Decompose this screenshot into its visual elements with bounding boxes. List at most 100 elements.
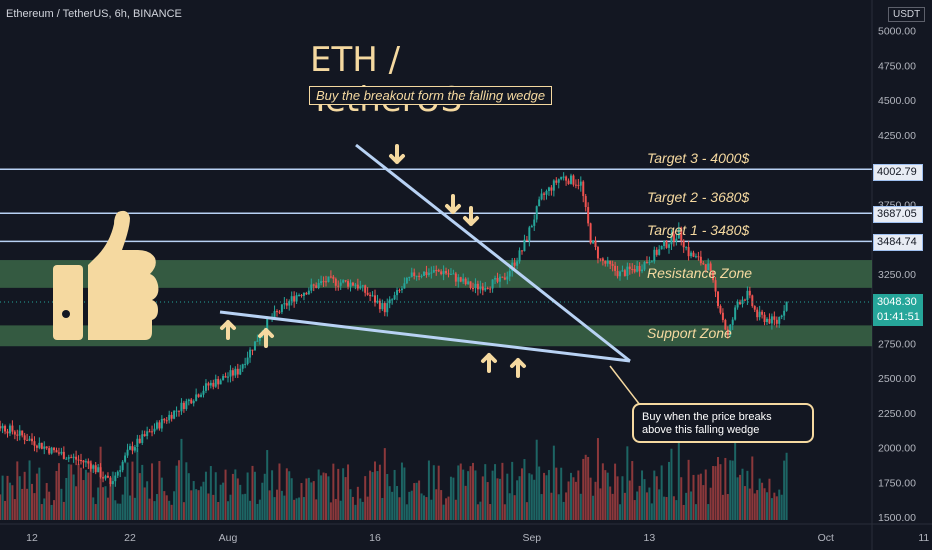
volume-bar-204: [472, 462, 474, 520]
volume-bar-213: [494, 464, 497, 520]
candle-body-259: [606, 260, 609, 264]
volume-bar-14: [6, 475, 9, 520]
volume-bar-214: [496, 478, 499, 520]
volume-bar-64: [129, 495, 131, 520]
candle-body-153: [347, 281, 350, 287]
candle-body-306: [721, 312, 724, 320]
volume-bar-132: [295, 498, 298, 520]
volume-bar-320: [756, 490, 759, 520]
candle-body-99: [214, 378, 217, 387]
y-tick-10: 1750.00: [878, 477, 916, 489]
volume-bar-235: [547, 470, 550, 520]
volume-bar-103: [224, 469, 227, 520]
volume-bar-327: [773, 492, 776, 520]
volume-bar-20: [21, 488, 24, 520]
volume-bar-240: [560, 467, 563, 520]
candle-body-326: [770, 316, 773, 324]
volume-bar-230: [535, 439, 538, 520]
candle-body-132: [295, 295, 298, 302]
candle-body-76: [158, 422, 161, 429]
volume-bar-281: [660, 465, 663, 520]
volume-bar-245: [572, 477, 575, 520]
candle-body-197: [454, 273, 457, 282]
volume-bar-111: [244, 493, 247, 520]
volume-bar-224: [521, 468, 523, 520]
candle-body-207: [479, 286, 482, 290]
candle-body-246: [574, 184, 577, 186]
candle-body-113: [249, 349, 252, 358]
target3-label: Target 3 - 4000$: [647, 150, 750, 166]
candle-body-181: [415, 275, 418, 277]
candle-body-174: [398, 290, 401, 292]
volume-bar-252: [589, 477, 592, 520]
candle-body-295: [694, 256, 697, 258]
candle-body-165: [376, 300, 379, 303]
volume-bar-161: [366, 496, 369, 520]
candle-body-162: [369, 294, 372, 297]
volume-bar-124: [276, 489, 278, 520]
candle-body-324: [766, 318, 768, 323]
candle-body-11: [0, 426, 2, 429]
candle-body-92: [197, 394, 200, 397]
candle-body-206: [476, 283, 479, 290]
volume-bar-159: [361, 501, 364, 520]
candle-body-238: [555, 180, 558, 183]
volume-bar-51: [97, 487, 100, 520]
candle-body-172: [393, 295, 396, 300]
volume-bar-254: [594, 481, 597, 520]
candle-body-168: [383, 303, 386, 313]
volume-bar-46: [84, 469, 87, 520]
candle-body-319: [753, 306, 756, 310]
volume-bar-89: [190, 490, 193, 520]
candle-body-309: [729, 324, 732, 335]
volume-bar-243: [567, 481, 570, 520]
candle-body-260: [609, 260, 612, 265]
candle-body-96: [207, 383, 210, 386]
volume-bar-36: [60, 488, 63, 520]
volume-bar-223: [518, 476, 521, 520]
volume-bar-308: [726, 494, 729, 520]
volume-bar-112: [246, 472, 249, 520]
volume-bar-313: [739, 474, 742, 520]
candle-body-307: [724, 319, 727, 330]
candle-body-137: [307, 290, 310, 295]
candle-body-190: [437, 270, 440, 272]
x-tick-5: 13: [644, 532, 656, 544]
volume-bar-136: [305, 478, 308, 520]
candle-body-64: [129, 446, 131, 450]
candle-body-45: [82, 460, 85, 463]
target3-price-tag: 4002.79: [873, 164, 923, 181]
volume-bar-221: [513, 495, 516, 520]
volume-bar-317: [748, 488, 751, 520]
candle-body-69: [141, 434, 144, 443]
volume-bar-47: [87, 472, 90, 520]
candle-body-183: [420, 275, 423, 277]
candle-body-107: [234, 368, 237, 376]
volume-bar-140: [315, 499, 318, 520]
candle-body-317: [748, 290, 751, 296]
candle-body-209: [484, 287, 487, 291]
volume-bar-220: [511, 461, 514, 520]
volume-bar-156: [354, 504, 357, 520]
volume-bar-303: [714, 466, 717, 520]
volume-bar-76: [158, 461, 161, 520]
volume-bar-40: [70, 464, 73, 520]
volume-bar-310: [731, 460, 734, 520]
candle-body-38: [65, 458, 68, 460]
volume-bar-61: [121, 494, 124, 520]
volume-bar-259: [606, 472, 609, 520]
volume-bar-66: [133, 497, 136, 520]
candle-body-43: [77, 459, 80, 461]
candle-body-268: [628, 266, 631, 269]
candle-body-235: [547, 187, 550, 192]
volume-bar-226: [525, 502, 528, 520]
y-tick-2: 4500.00: [878, 95, 916, 107]
arrow-icon-3: [220, 320, 236, 340]
candle-body-103: [224, 376, 227, 378]
candle-body-85: [180, 402, 183, 412]
candle-body-229: [533, 219, 536, 226]
volume-bar-242: [565, 492, 568, 520]
x-tick-7: 11: [918, 532, 929, 544]
candle-body-184: [423, 271, 425, 276]
